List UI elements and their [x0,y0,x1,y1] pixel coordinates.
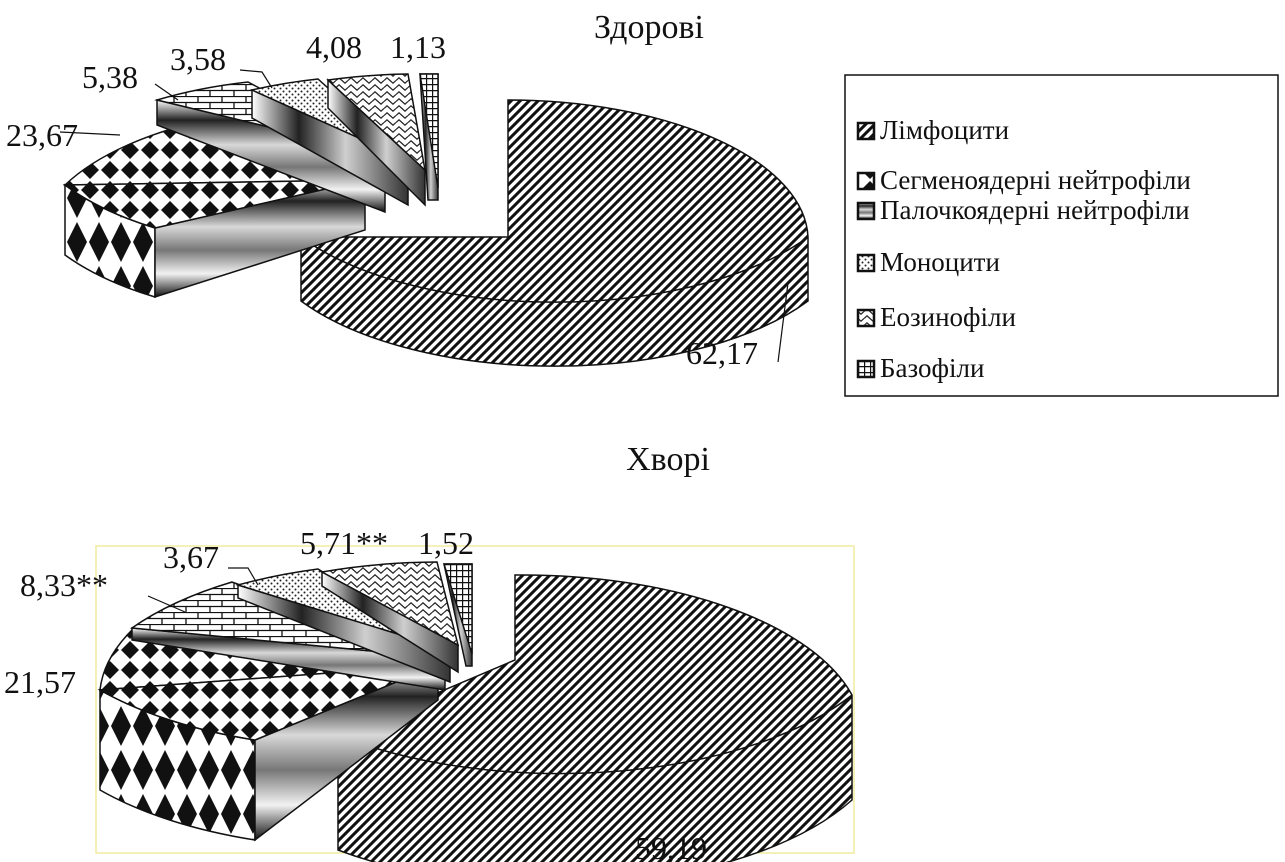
slice-basophils [419,73,439,201]
legend-item-monocytes: Моноцити [856,247,1000,277]
svg-text:Моноцити: Моноцити [880,247,1000,277]
legend-item-basophils: Базофіли [856,353,984,383]
pie-chart-healthy: Здорові [6,9,809,371]
legend-item-eosinophils: Еозинофіли [856,302,1016,332]
data-label-segmented: 21,57 [4,664,76,700]
legend-item-segmented: Сегменоядерні нейтрофіли [856,165,1191,195]
legend-item-lymphocytes: Лімфоцити [856,115,1009,145]
data-label-band: 5,38 [82,59,138,95]
data-label-basophils: 1,52 [418,525,474,561]
svg-text:Сегменоядерні нейтрофіли: Сегменоядерні нейтрофіли [880,165,1191,195]
slice-lymphocytes [337,574,853,862]
slice-eosinophils [319,561,460,674]
pie-chart-patients: Хворі [4,441,855,862]
svg-text:Базофіли: Базофіли [880,353,984,383]
chart-title: Здорові [594,9,704,46]
data-label-band: 8,33** [20,567,108,603]
data-label-monocytes: 3,58 [170,41,226,77]
slice-lymphocytes [300,99,809,367]
data-label-basophils: 1,13 [390,29,446,65]
svg-text:Палочкоядерні нейтрофіли: Палочкоядерні нейтрофіли [880,195,1190,225]
legend: Лімфоцити Сегменоядерні нейтрофіли Палоч… [844,74,1279,397]
data-label-eosinophils: 5,71** [300,525,388,561]
data-label-monocytes: 3,67 [163,539,219,575]
svg-text:Еозинофіли: Еозинофіли [880,302,1016,332]
data-label-segmented: 23,67 [6,117,78,153]
slice-basophils [442,563,473,667]
slice-eosinophils [326,73,427,207]
data-label-lymphocytes: 59,19 [635,830,707,862]
leader-lines [147,567,259,613]
svg-text:Лімфоцити: Лімфоцити [880,115,1009,145]
data-label-lymphocytes: 62,17 [686,335,758,371]
legend-item-band: Палочкоядерні нейтрофіли [856,195,1190,225]
leader-lines [59,69,789,363]
chart-title: Хворі [626,441,710,478]
data-label-eosinophils: 4,08 [306,29,362,65]
